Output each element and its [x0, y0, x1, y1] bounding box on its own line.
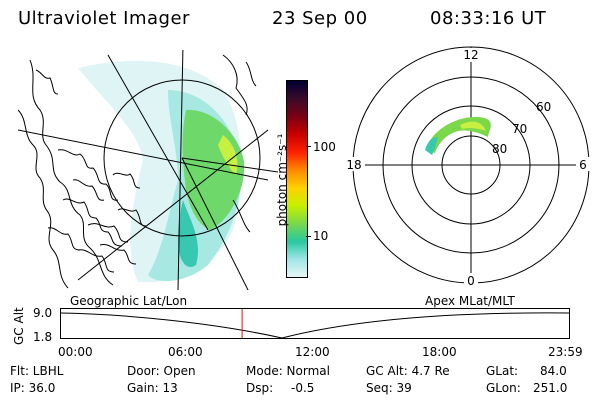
glat-label: GLat:: [486, 364, 519, 378]
mlt-label-18: 18: [346, 158, 361, 172]
colorbar-units-label: photon cm⁻²s⁻¹: [275, 133, 289, 227]
mlt-label-6: 6: [579, 158, 587, 172]
colorbar-tick-label-100: 100: [313, 140, 336, 154]
meridian-lines: [18, 50, 278, 290]
colorbar: [286, 80, 308, 278]
seq-info: Seq: 39: [366, 381, 412, 395]
glon-value: 251.0: [533, 381, 568, 395]
geographic-label: Geographic Lat/Lon: [70, 294, 188, 308]
label-bg-12: [460, 48, 482, 62]
emission-teal-edge: [178, 200, 199, 268]
colorbar-tick-label-10: 10: [313, 229, 329, 243]
dsp-value: -0.5: [291, 381, 315, 395]
gc-alt-axis-label: GC Alt: [12, 307, 26, 345]
emission-green: [182, 109, 245, 230]
coastline: [18, 54, 257, 289]
y-tick-9: 9.0: [33, 306, 53, 320]
x-tick-0600: 06:00: [168, 345, 203, 359]
x-tick-1200: 12:00: [295, 345, 330, 359]
label-bg-6: [576, 157, 590, 171]
lat-label-70: 70: [512, 122, 527, 136]
altitude-plot: [60, 308, 570, 339]
polar-oval-bright: [460, 121, 486, 131]
x-tick-1800: 18:00: [422, 345, 457, 359]
altitude-curve: [60, 312, 570, 339]
apex-label: Apex MLat/MLT: [425, 294, 515, 308]
glat-value: 84.0: [540, 364, 567, 378]
label-bg-0: [464, 273, 478, 287]
door-info: Door: Open: [127, 364, 196, 378]
polar-plot: 12 6 0 18 60 70 80: [343, 46, 590, 288]
gain-info: Gain: 13: [127, 381, 178, 395]
x-tick-0000: 00:00: [58, 345, 93, 359]
ip-info: IP: 36.0: [10, 381, 56, 395]
gc-alt-info: GC Alt: 4.7 Re: [366, 364, 450, 378]
lat-label-80: 80: [492, 142, 507, 156]
mode-info: Mode: Normal: [246, 364, 330, 378]
colorbar-tick-10: [306, 236, 311, 237]
colorbar-gradient: [287, 81, 307, 277]
mlt-label-0: 0: [467, 274, 475, 288]
dsp-label: Dsp:: [246, 381, 274, 395]
x-tick-2359: 23:59: [548, 345, 583, 359]
y-tick-1-8: 1.8: [33, 330, 53, 344]
altitude-plot-frame: [60, 308, 570, 339]
lat-label-60: 60: [536, 100, 551, 114]
colorbar-tick-100: [306, 146, 311, 147]
mlt-label-12: 12: [463, 48, 478, 62]
instrument-title: Ultraviolet Imager: [18, 8, 190, 29]
time-label: 08:33:16 UT: [430, 8, 547, 29]
flt-info: Flt: LBHL: [10, 364, 64, 378]
polar-oval-edge: [425, 137, 438, 155]
geographic-image: [18, 50, 278, 290]
date-label: 23 Sep 00: [272, 8, 368, 29]
label-bg-18: [343, 157, 365, 171]
glon-label: GLon:: [486, 381, 521, 395]
